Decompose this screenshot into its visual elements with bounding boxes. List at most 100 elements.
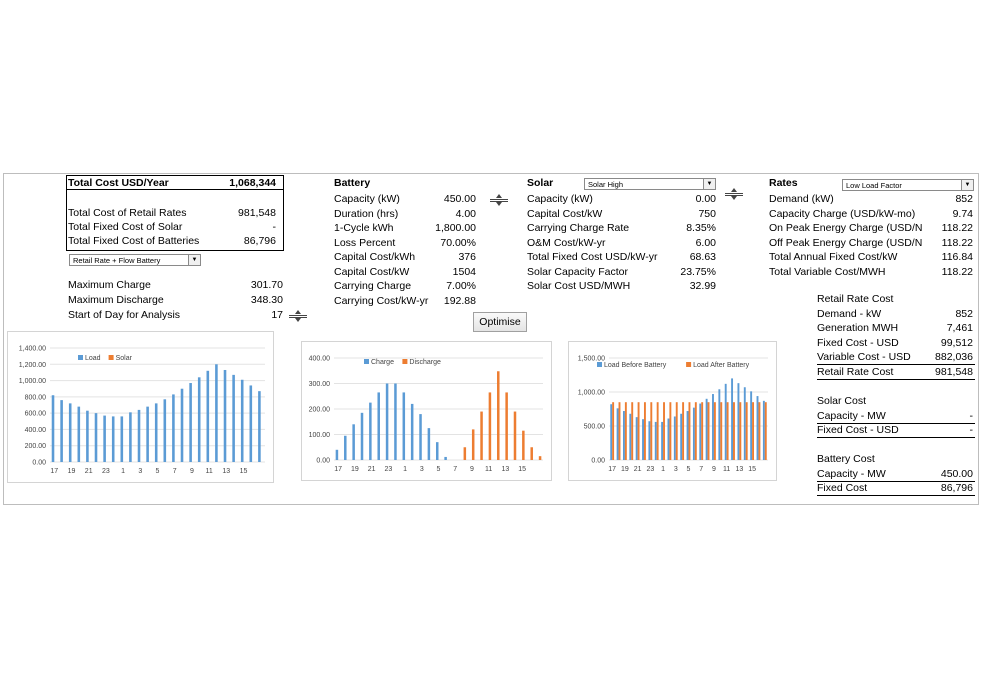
legend-label: Solar bbox=[116, 355, 133, 362]
spinner-up-icon[interactable] bbox=[496, 194, 502, 198]
rates-param-label: On Peak Energy Charge (USD/N bbox=[769, 222, 923, 234]
bar-load-before-battery bbox=[629, 413, 632, 460]
solar-cost-row-label: Capacity - MW bbox=[817, 409, 886, 422]
retail-rate-cost-row-value: 99,512 bbox=[940, 336, 973, 349]
legend-swatch bbox=[402, 359, 408, 364]
spinner-down-icon[interactable] bbox=[731, 196, 737, 200]
bar-load bbox=[249, 385, 253, 462]
bar-discharge bbox=[497, 371, 500, 460]
bar-load-after-battery bbox=[764, 402, 767, 460]
table-rule bbox=[817, 364, 975, 365]
x-tick-label: 5 bbox=[687, 466, 691, 473]
table-rule bbox=[817, 378, 975, 380]
x-tick-label: 17 bbox=[50, 468, 58, 475]
bar-load bbox=[111, 416, 115, 462]
battery-param-label: 1-Cycle kWh bbox=[334, 222, 394, 234]
solar-capacity-spinner[interactable] bbox=[724, 188, 744, 200]
chevron-down-icon[interactable]: ▼ bbox=[703, 179, 715, 189]
bar-load-before-battery bbox=[692, 407, 695, 460]
bar-charge bbox=[352, 424, 355, 460]
y-tick-label: 600.00 bbox=[25, 411, 47, 418]
bar-load bbox=[120, 416, 124, 462]
battery-section-title: Battery bbox=[334, 177, 371, 189]
bar-load-after-battery bbox=[618, 402, 621, 460]
bar-load bbox=[215, 364, 218, 462]
bar-load-before-battery bbox=[712, 394, 714, 460]
battery-cost-row-value: 450.00 bbox=[940, 467, 973, 480]
legend-swatch bbox=[364, 359, 369, 364]
scenario-dropdown[interactable]: Retail Rate + Flow Battery ▼ bbox=[69, 254, 201, 266]
bar-load-after-battery bbox=[688, 402, 691, 460]
solar-cost-row-label: Fixed Cost - USD bbox=[817, 424, 899, 436]
x-tick-label: 7 bbox=[173, 468, 177, 475]
x-tick-label: 5 bbox=[437, 466, 441, 473]
x-tick-label: 17 bbox=[608, 466, 616, 473]
spinner-down-icon[interactable] bbox=[295, 318, 301, 322]
bar-discharge bbox=[488, 392, 492, 460]
x-tick-label: 13 bbox=[222, 468, 230, 475]
rate-profile-dropdown[interactable]: Low Load Factor ▼ bbox=[842, 179, 974, 191]
bar-load-before-battery bbox=[667, 418, 670, 460]
bar-load-after-battery bbox=[612, 402, 615, 460]
bar-load-after-battery bbox=[682, 402, 685, 460]
retail-rate-cost-row-label: Fixed Cost - USD bbox=[817, 336, 899, 349]
x-tick-label: 1 bbox=[121, 468, 125, 475]
bar-discharge bbox=[505, 392, 508, 460]
bar-load bbox=[103, 415, 106, 462]
solar-param-value: 6.00 bbox=[695, 236, 716, 249]
spinner-down-icon[interactable] bbox=[496, 202, 502, 206]
battery-cost-row-label: Capacity - MW bbox=[817, 467, 886, 480]
solar-profile-dropdown[interactable]: Solar High ▼ bbox=[584, 178, 716, 190]
bar-load bbox=[206, 370, 210, 462]
x-tick-label: 11 bbox=[205, 468, 212, 475]
solar-fixed-cost-label: Total Fixed Cost of Solar bbox=[68, 221, 183, 233]
spinner-up-icon[interactable] bbox=[295, 310, 301, 314]
solar-param-label: Capital Cost/kW bbox=[527, 207, 603, 220]
chevron-down-icon[interactable]: ▼ bbox=[188, 255, 200, 265]
bar-charge bbox=[360, 412, 364, 460]
optimise-button[interactable]: Optimise bbox=[473, 312, 527, 332]
bar-charge bbox=[335, 449, 339, 460]
battery-capacity-spinner[interactable] bbox=[489, 194, 509, 206]
bar-charge bbox=[344, 435, 347, 460]
legend-swatch bbox=[108, 355, 114, 360]
x-tick-label: 3 bbox=[420, 466, 424, 473]
bar-load-before-battery bbox=[743, 387, 746, 460]
start-day-value[interactable]: 17 bbox=[271, 309, 283, 321]
solar-cost-row-value: - bbox=[969, 409, 974, 422]
table-rule bbox=[817, 422, 975, 424]
retail-rate-cost-title: Retail Rate Cost bbox=[817, 293, 894, 305]
bar-load-after-battery bbox=[637, 402, 640, 460]
battery-param-label: Capacity (kW) bbox=[334, 193, 400, 205]
legend-swatch bbox=[597, 362, 602, 367]
battery-cost-row-label: Fixed Cost bbox=[817, 482, 868, 494]
bar-load bbox=[172, 394, 175, 462]
battery-param-value: 4.00 bbox=[455, 207, 476, 220]
load-before-after-chart: 0.00 500.00 1,000.00 1,500.00 17 19 21 23 1 3 5 7 9 1… bbox=[568, 341, 777, 481]
bar-discharge bbox=[463, 447, 467, 460]
bar-load-before-battery bbox=[724, 383, 727, 460]
y-tick-label: 1,000.00 bbox=[19, 378, 46, 385]
battery-param-value: 1504 bbox=[452, 265, 476, 278]
bar-load-before-battery bbox=[699, 403, 702, 460]
x-tick-label: 9 bbox=[190, 468, 194, 475]
bar-load bbox=[60, 400, 63, 462]
retail-rate-cost-row-label: Retail Rate Cost bbox=[817, 365, 894, 378]
x-tick-label: 15 bbox=[748, 466, 756, 473]
chevron-down-icon[interactable]: ▼ bbox=[961, 180, 973, 190]
bar-load bbox=[129, 412, 132, 462]
retail-rate-cost-row-value: 981,548 bbox=[935, 365, 973, 378]
solar-param-value: 68.63 bbox=[689, 251, 716, 263]
bar-load bbox=[189, 383, 192, 462]
legend-swatch bbox=[686, 362, 692, 367]
rates-param-label: Off Peak Energy Charge (USD/N bbox=[769, 236, 923, 249]
spinner-up-icon[interactable] bbox=[731, 188, 737, 192]
battery-param-label: Capital Cost/kW bbox=[334, 265, 410, 278]
y-tick-label: 0.00 bbox=[591, 458, 605, 465]
y-tick-label: 0.00 bbox=[316, 458, 330, 465]
start-day-spinner[interactable] bbox=[288, 310, 308, 322]
rates-param-value: 118.22 bbox=[941, 222, 973, 234]
bar-load-before-battery bbox=[750, 391, 753, 460]
table-rule bbox=[817, 495, 975, 496]
max-charge-value: 301.70 bbox=[250, 279, 283, 291]
